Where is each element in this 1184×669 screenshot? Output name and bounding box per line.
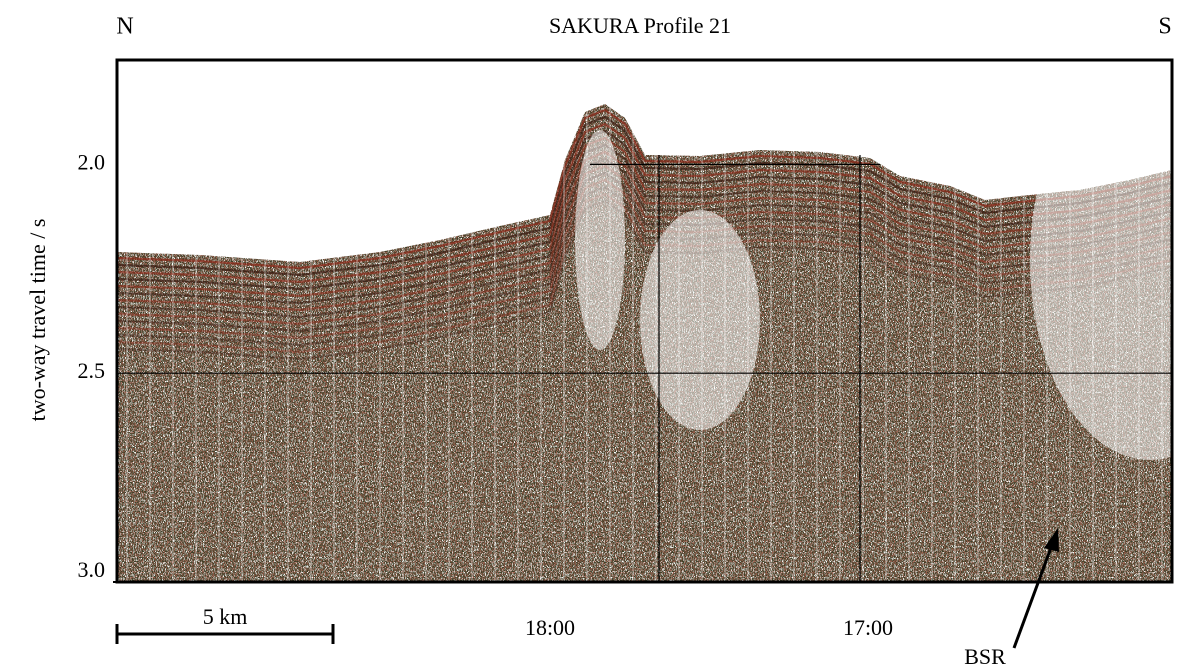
reflector	[117, 164, 1172, 326]
reflector	[117, 185, 1172, 347]
title: SAKURA Profile 21	[549, 13, 731, 38]
reflector	[117, 115, 1172, 277]
y-tick-label: 3.0	[78, 557, 106, 582]
reflector	[117, 192, 1172, 354]
reflector	[117, 143, 1172, 305]
scale-bar	[115, 624, 335, 644]
reflector	[117, 150, 1172, 312]
south-label: S	[1158, 14, 1171, 40]
seismic-section	[117, 104, 1172, 582]
y-axis-label: two-way travel time / s	[25, 219, 50, 422]
annotation: BSR	[964, 644, 1006, 669]
north-label: N	[116, 14, 133, 40]
reflector	[117, 178, 1172, 340]
reflector	[117, 129, 1172, 291]
reflector	[117, 108, 1172, 270]
scale-bar-label: 5 km	[203, 604, 248, 629]
reflector	[117, 136, 1172, 298]
frame	[115, 58, 1174, 584]
y-tick-label: 2.5	[78, 358, 106, 383]
time-label: 17:00	[843, 615, 893, 640]
y-tick-label: 2.0	[78, 149, 106, 174]
reflector	[117, 157, 1172, 319]
subsurface	[117, 104, 1172, 582]
bright-zone	[640, 210, 760, 430]
bright-zone	[575, 130, 625, 350]
reflector	[117, 171, 1172, 333]
reflector	[117, 199, 1172, 361]
reflector	[117, 122, 1172, 284]
time-label: 18:00	[525, 615, 575, 640]
annotation-arrow	[1012, 528, 1059, 649]
